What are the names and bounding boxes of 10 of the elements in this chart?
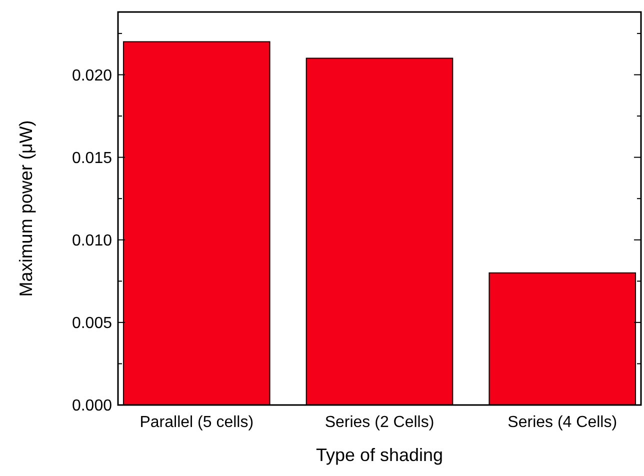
y-axis-title: Maximum power (μW) xyxy=(16,120,36,297)
x-tick-label: Parallel (5 cells) xyxy=(140,414,254,431)
x-axis-title: Type of shading xyxy=(316,445,444,465)
y-tick-label: 0.000 xyxy=(72,398,112,415)
y-tick-label: 0.005 xyxy=(72,315,112,332)
y-tick-label: 0.015 xyxy=(72,150,112,167)
x-tick-label: Series (2 Cells) xyxy=(324,414,434,431)
y-tick-label: 0.020 xyxy=(72,67,112,84)
x-tick-label: Series (4 Cells) xyxy=(508,414,618,431)
y-tick-label: 0.010 xyxy=(72,232,112,250)
